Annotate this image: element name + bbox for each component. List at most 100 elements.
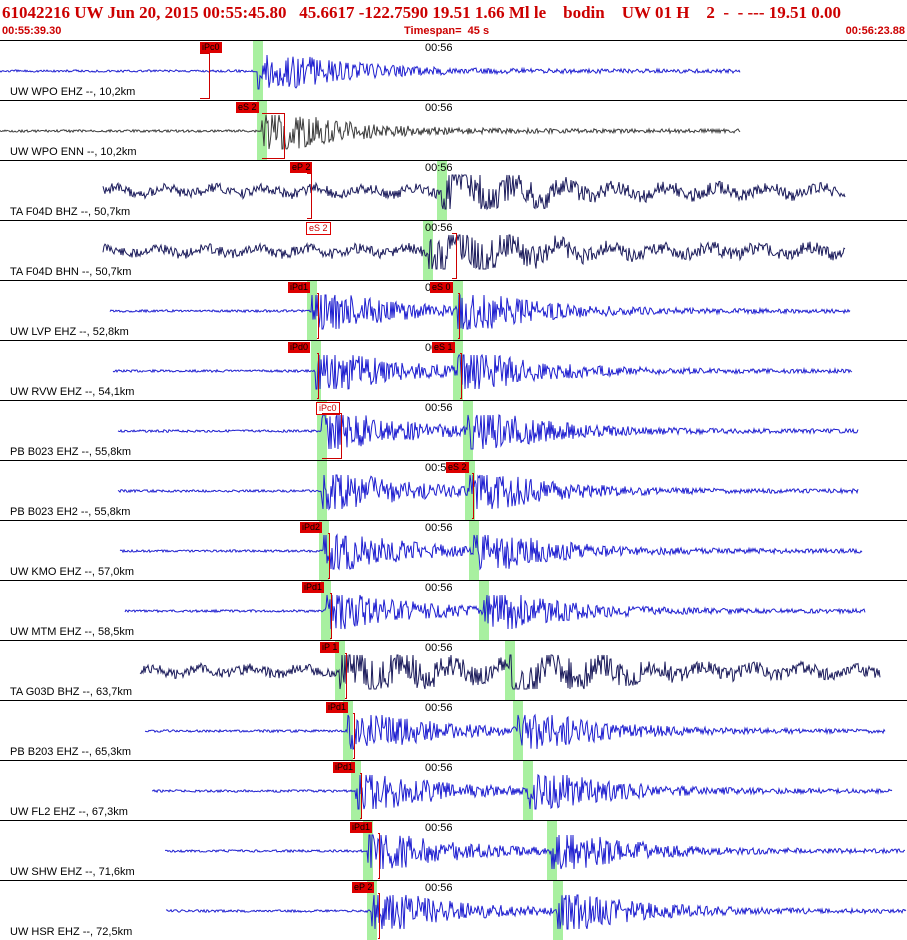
phase-window-band <box>307 281 317 340</box>
time-tick-label: 00:56 <box>425 582 453 594</box>
end-time: 00:56:23.88 <box>845 25 905 37</box>
phase-pick-flag[interactable]: iPd1 <box>350 822 373 833</box>
phase-window-band <box>505 641 515 700</box>
waveform-canvas[interactable] <box>0 281 907 340</box>
waveform-trace <box>117 414 859 450</box>
time-tick-label: 00:56 <box>425 762 453 774</box>
trace-panel[interactable]: 00:56 eS 2 TA F04D BHN --, 50,7km <box>0 220 907 280</box>
phase-window-band <box>351 761 361 820</box>
trace-panel[interactable]: 00:56 iPd1 PB B203 EHZ --, 65,3km <box>0 700 907 760</box>
station-channel-label: UW LVP EHZ --, 52,8km <box>10 326 129 338</box>
pick-marker-line <box>330 593 332 639</box>
timespan-label: Timespan= 45 s <box>404 25 490 37</box>
trace-panel[interactable]: 00:56 iPd1 UW MTM EHZ --, 58,5km <box>0 580 907 640</box>
time-tick-label: 00:56 <box>425 222 453 234</box>
phase-pick-flag[interactable]: eS 2 <box>236 102 259 113</box>
waveform-canvas[interactable] <box>0 821 907 880</box>
station-channel-label: UW WPO EHZ --, 10,2km <box>10 86 136 98</box>
trace-panel[interactable]: 00:56 eP 2 UW HSR EHZ --, 72,5km <box>0 880 907 940</box>
pick-marker-line <box>452 233 457 279</box>
trace-panel[interactable]: 00:56 eS 2 PB B023 EH2 --, 55,8km <box>0 460 907 520</box>
phase-window-band <box>367 881 377 940</box>
waveform-canvas[interactable] <box>0 161 907 220</box>
waveform-trace <box>117 474 859 511</box>
pick-marker-line <box>378 833 380 879</box>
phase-pick-flag[interactable]: iPd1 <box>326 702 349 713</box>
trace-panel[interactable]: 00:56 iPd2 UW KMO EHZ --, 57,0km <box>0 520 907 580</box>
phase-pick-flag[interactable]: iPd1 <box>288 282 311 293</box>
phase-pick-flag[interactable]: iPc0 <box>316 402 340 415</box>
waveform-trace <box>144 713 886 750</box>
phase-pick-flag[interactable]: iP 1 <box>320 642 340 653</box>
phase-pick-flag[interactable]: iPd2 <box>300 522 323 533</box>
phase-pick-flag[interactable]: eS 1 <box>432 342 455 353</box>
phase-window-band <box>547 821 557 880</box>
phase-pick-flag[interactable]: eP 2 <box>290 162 313 173</box>
phase-window-band <box>253 41 263 100</box>
phase-window-band <box>423 221 433 280</box>
waveform-trace <box>102 173 846 211</box>
trace-panel[interactable]: 00:56 iPd1 UW FL2 EHZ --, 67,3km <box>0 760 907 820</box>
pick-marker-line <box>317 293 319 339</box>
trace-panel[interactable]: 00:56 iPc0 UW WPO EHZ --, 10,2km <box>0 40 907 100</box>
time-tick-label: 00:56 <box>425 42 453 54</box>
waveform-canvas[interactable] <box>0 881 907 940</box>
trace-panel[interactable]: 00:56iPd0eS 1UW RVW EHZ --, 54,1km <box>0 340 907 400</box>
trace-panel[interactable]: 00:56 iPd1 UW SHW EHZ --, 71,6km <box>0 820 907 880</box>
phase-window-band <box>453 341 463 400</box>
phase-pick-flag[interactable]: iPd0 <box>288 342 311 353</box>
pick-marker-line <box>307 173 312 219</box>
pick-marker-line <box>200 53 210 99</box>
waveform-canvas[interactable] <box>0 521 907 580</box>
waveform-canvas[interactable] <box>0 221 907 280</box>
waveform-trace <box>139 654 881 690</box>
phase-window-band <box>513 701 523 760</box>
waveform-trace <box>151 773 893 810</box>
waveform-canvas[interactable] <box>0 101 907 160</box>
phase-pick-flag[interactable]: eS 0 <box>430 282 453 293</box>
waveform-canvas[interactable] <box>0 461 907 520</box>
time-tick-label: 00:56 <box>425 102 453 114</box>
time-tick-label: 00:56 <box>425 162 453 174</box>
station-channel-label: UW KMO EHZ --, 57,0km <box>10 566 135 578</box>
waveform-canvas[interactable] <box>0 581 907 640</box>
phase-pick-flag[interactable]: eP 2 <box>352 882 375 893</box>
phase-window-band <box>453 281 463 340</box>
waveform-canvas[interactable] <box>0 761 907 820</box>
phase-window-band <box>465 461 475 520</box>
station-channel-label: TA F04D BHZ --, 50,7km <box>10 206 131 218</box>
start-time: 00:55:39.30 <box>2 25 62 37</box>
waveform-canvas[interactable] <box>0 701 907 760</box>
trace-panel[interactable]: 00:56 eP 2 TA F04D BHZ --, 50,7km <box>0 160 907 220</box>
waveform-canvas[interactable] <box>0 341 907 400</box>
waveform-trace <box>0 54 741 90</box>
station-channel-label: PB B203 EHZ --, 65,3km <box>10 746 132 758</box>
waveform-trace <box>124 594 866 630</box>
trace-panel[interactable]: 00:56 iPc0 PB B023 EHZ --, 55,8km <box>0 400 907 460</box>
station-channel-label: UW SHW EHZ --, 71,6km <box>10 866 135 878</box>
trace-panel[interactable]: 00:56 iP 1 TA G03D BHZ --, 63,7km <box>0 640 907 700</box>
phase-window-band <box>257 101 267 160</box>
station-channel-label: PB B023 EHZ --, 55,8km <box>10 446 132 458</box>
waveform-canvas[interactable] <box>0 401 907 460</box>
time-tick-label: 00:56 <box>425 822 453 834</box>
waveform-trace <box>112 353 853 390</box>
phase-pick-flag[interactable]: iPd1 <box>333 762 356 773</box>
waveform-canvas[interactable] <box>0 41 907 100</box>
phase-pick-flag[interactable]: eS 2 <box>306 222 331 235</box>
phase-window-band <box>335 641 345 700</box>
phase-pick-flag[interactable]: eS 2 <box>446 462 469 473</box>
station-channel-label: TA F04D BHN --, 50,7km <box>10 266 132 278</box>
pick-marker-line <box>360 773 362 819</box>
waveform-canvas[interactable] <box>0 641 907 700</box>
trace-panel[interactable]: 00:56 eS 2 UW WPO ENN --, 10,2km <box>0 100 907 160</box>
station-channel-label: UW WPO ENN --, 10,2km <box>10 146 137 158</box>
pick-marker-line <box>353 713 355 759</box>
phase-window-band <box>523 761 533 820</box>
trace-panel[interactable]: 00:56iPd1eS 0UW LVP EHZ --, 52,8km <box>0 280 907 340</box>
phase-window-band <box>311 341 321 400</box>
phase-pick-flag[interactable]: iPd1 <box>302 582 325 593</box>
time-tick-label: 00:56 <box>425 462 453 474</box>
phase-pick-flag[interactable]: iPc0 <box>200 42 222 53</box>
